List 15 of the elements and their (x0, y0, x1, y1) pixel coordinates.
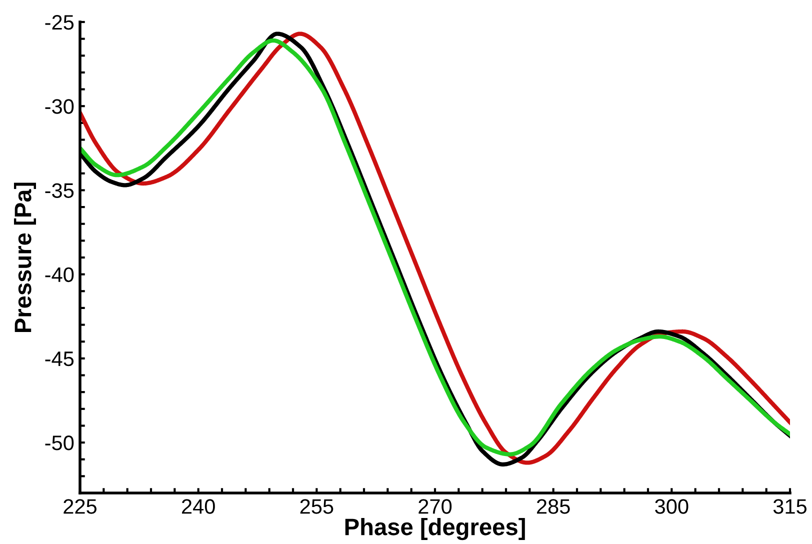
x-tick-label: 255 (300, 499, 334, 514)
x-tick-label: 300 (655, 499, 688, 514)
x-tick-label: 285 (537, 499, 570, 514)
y-tick-label: -50 (45, 436, 74, 450)
y-tick-label: -25 (45, 15, 74, 30)
y-tick-label: -35 (45, 183, 74, 198)
x-tick-label: 315 (773, 499, 807, 514)
y-tick-label: -30 (45, 99, 74, 114)
x-tick-label: 225 (64, 499, 97, 514)
y-tick-label: -45 (45, 352, 74, 366)
y-tick-label: -40 (45, 267, 74, 282)
y-axis-title: Pressure [Pa] (14, 182, 36, 332)
x-tick-label: 240 (182, 499, 215, 514)
x-tick-label: 270 (418, 499, 452, 514)
x-axis-title: Phase [degrees] (345, 518, 525, 540)
